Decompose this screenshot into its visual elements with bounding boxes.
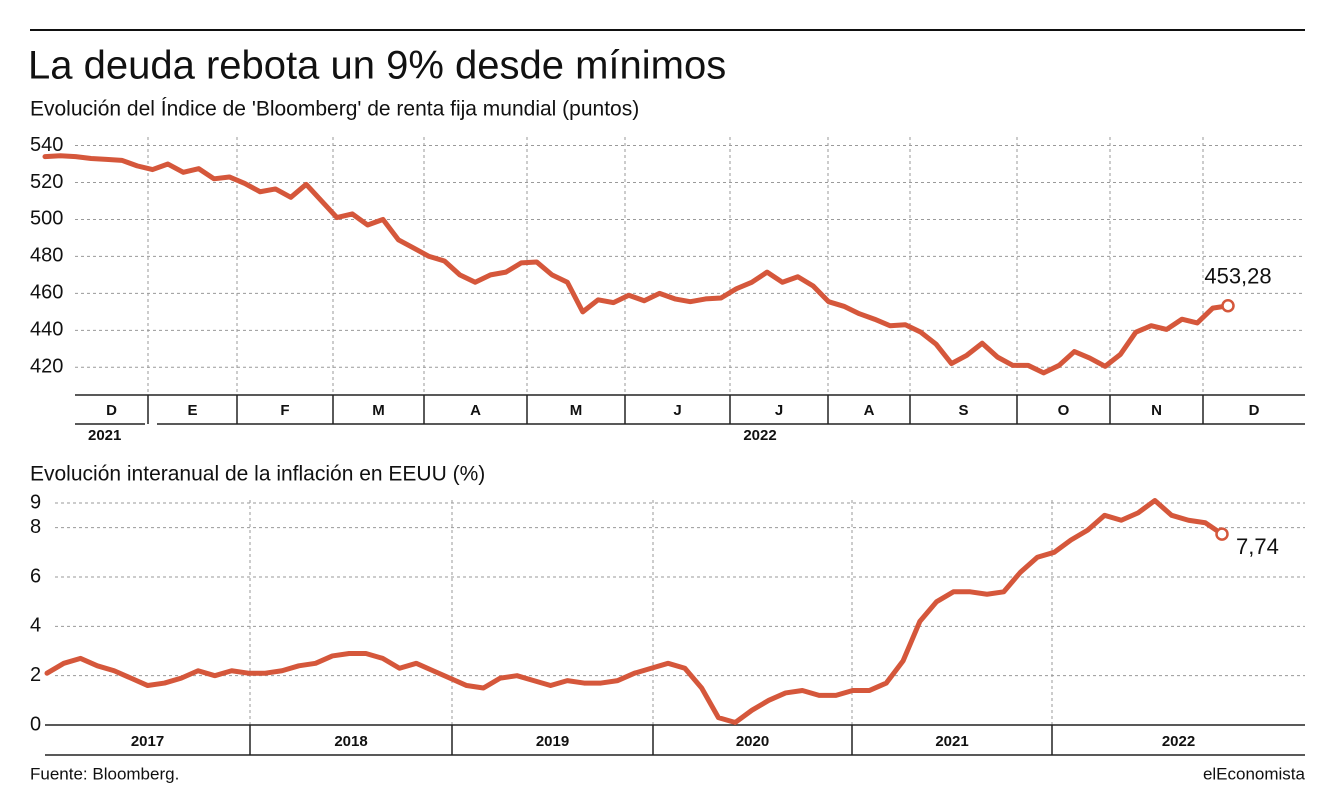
x-tick-label: D bbox=[106, 402, 117, 419]
title: La deuda rebota un 9% desde mínimos bbox=[28, 44, 726, 88]
x-tick-label: 2017 bbox=[131, 733, 164, 750]
data-line bbox=[42, 153, 1231, 376]
y-tick-label: 500 bbox=[30, 208, 63, 230]
y-tick-label: 520 bbox=[30, 171, 63, 193]
y-tick-label: 9 bbox=[30, 491, 41, 513]
y-tick-label: 0 bbox=[30, 713, 41, 735]
x-tick-label: A bbox=[470, 402, 481, 419]
y-tick-label: 420 bbox=[30, 356, 63, 378]
x-tick-label: 2020 bbox=[736, 733, 769, 750]
y-tick-label: 6 bbox=[30, 565, 41, 587]
y-tick-label: 460 bbox=[30, 282, 63, 304]
x-tick-label: 2021 bbox=[935, 733, 968, 750]
x-tick-label: M bbox=[372, 402, 385, 419]
x-tick-label: J bbox=[775, 402, 783, 419]
x-tick-label: M bbox=[570, 402, 583, 419]
x-group-label: 2021 bbox=[88, 427, 121, 444]
source: Fuente: Bloomberg. bbox=[30, 764, 179, 783]
x-tick-label: O bbox=[1058, 402, 1070, 419]
x-tick-label: 2022 bbox=[1162, 733, 1195, 750]
y-tick-label: 440 bbox=[30, 319, 63, 341]
x-tick-label: 2019 bbox=[536, 733, 569, 750]
subtitle: Evolución del Índice de 'Bloomberg' de r… bbox=[30, 98, 639, 121]
x-tick-label: F bbox=[280, 402, 289, 419]
end-marker bbox=[1221, 299, 1235, 313]
subtitle: Evolución interanual de la inflación en … bbox=[30, 463, 485, 486]
x-tick-label: E bbox=[187, 402, 197, 419]
credit: elEconomista bbox=[1203, 764, 1306, 783]
y-tick-label: 480 bbox=[30, 245, 63, 267]
x-tick-label: A bbox=[864, 402, 875, 419]
data-line bbox=[44, 498, 1225, 726]
x-tick-label: N bbox=[1151, 402, 1162, 419]
x-tick-label: S bbox=[958, 402, 968, 419]
y-tick-label: 2 bbox=[30, 664, 41, 686]
end-label: 453,28 bbox=[1204, 264, 1271, 289]
y-tick-label: 8 bbox=[30, 516, 41, 538]
x-tick-label: 2018 bbox=[334, 733, 367, 750]
x-group-label: 2022 bbox=[743, 427, 776, 444]
end-label: 7,74 bbox=[1236, 534, 1279, 559]
end-marker bbox=[1215, 527, 1229, 541]
y-tick-label: 4 bbox=[30, 615, 41, 637]
y-tick-label: 540 bbox=[30, 134, 63, 156]
x-tick-label: D bbox=[1249, 402, 1260, 419]
x-tick-label: J bbox=[673, 402, 681, 419]
